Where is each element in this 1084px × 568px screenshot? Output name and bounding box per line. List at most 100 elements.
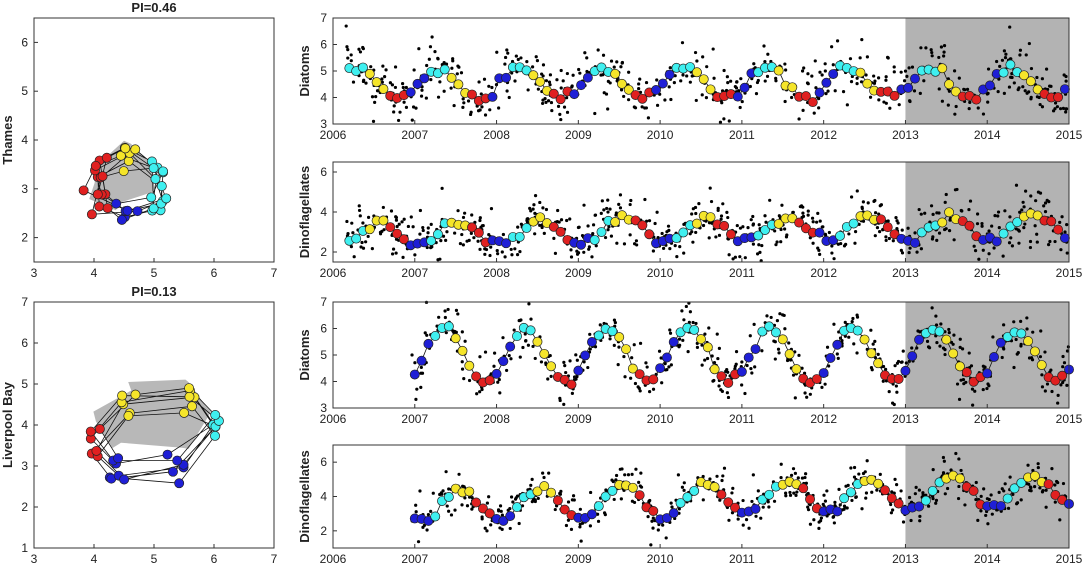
y-tick-label: 7 <box>320 11 327 25</box>
raw-point <box>971 403 975 407</box>
raw-point <box>485 529 489 533</box>
raw-point <box>541 206 545 210</box>
monthly-point <box>950 86 961 97</box>
raw-point <box>449 513 454 517</box>
raw-point <box>970 387 975 391</box>
raw-point <box>619 88 624 92</box>
raw-point <box>827 364 831 368</box>
raw-point <box>669 363 673 367</box>
raw-point <box>761 505 765 509</box>
x-tick-label: 2015 <box>1056 412 1083 426</box>
raw-point <box>682 481 686 485</box>
raw-point <box>1008 215 1012 219</box>
raw-point <box>745 363 749 368</box>
raw-point <box>543 97 547 101</box>
monthly-point <box>634 369 645 380</box>
raw-point <box>759 516 763 520</box>
raw-point <box>414 503 418 507</box>
raw-point <box>439 238 443 243</box>
x-tick-label: 2011 <box>729 128 755 142</box>
raw-point <box>648 498 652 503</box>
raw-point <box>845 506 849 510</box>
raw-point <box>630 472 634 476</box>
raw-point <box>632 343 636 347</box>
raw-point <box>513 79 517 83</box>
raw-point <box>349 245 354 249</box>
monthly-point <box>430 511 441 522</box>
raw-point <box>900 228 904 232</box>
monthly-point <box>882 222 893 233</box>
monthly-point <box>616 78 627 89</box>
raw-point <box>990 512 994 516</box>
raw-point <box>637 82 641 86</box>
raw-point <box>791 467 796 471</box>
monthly-point <box>889 229 900 240</box>
monthly-point <box>416 355 427 366</box>
raw-point <box>792 491 796 495</box>
monthly-point <box>814 227 825 238</box>
raw-point <box>428 45 433 49</box>
raw-point <box>930 54 934 58</box>
raw-point <box>402 100 406 104</box>
raw-point <box>857 472 861 476</box>
raw-point <box>425 333 429 337</box>
raw-point <box>797 353 801 357</box>
y-tick-label: 1 <box>21 541 28 555</box>
raw-point <box>651 526 655 530</box>
state-point <box>92 189 103 200</box>
raw-point <box>509 357 513 361</box>
raw-point <box>711 379 715 383</box>
monthly-point <box>920 495 931 506</box>
raw-point <box>396 118 401 123</box>
monthly-point <box>1059 84 1070 95</box>
x-tick-label: 2015 <box>1056 266 1083 280</box>
state-point <box>94 423 105 434</box>
monthly-point <box>968 376 979 387</box>
raw-point <box>630 499 635 503</box>
raw-point <box>617 202 621 206</box>
raw-point <box>626 473 631 477</box>
monthly-point <box>484 508 495 519</box>
raw-point <box>918 91 922 96</box>
raw-point <box>708 186 712 190</box>
raw-point <box>375 89 380 93</box>
raw-point <box>477 80 481 84</box>
raw-point <box>461 243 465 247</box>
raw-point <box>934 314 938 318</box>
raw-point <box>779 227 783 232</box>
monthly-point <box>832 506 843 517</box>
y-axis-label: Dinoflagellates <box>297 166 312 258</box>
monthly-point <box>450 333 461 344</box>
raw-point <box>443 309 447 313</box>
raw-point <box>1048 239 1052 244</box>
monthly-point <box>644 229 655 240</box>
monthly-point <box>576 239 587 250</box>
raw-point <box>618 193 623 197</box>
raw-point <box>480 387 484 392</box>
raw-point <box>931 468 935 472</box>
raw-point <box>481 223 485 228</box>
raw-point <box>528 206 532 210</box>
raw-point <box>860 38 864 42</box>
y-tick-label: 6 <box>320 38 327 52</box>
raw-point <box>569 255 574 259</box>
raw-point <box>895 226 899 231</box>
raw-point <box>618 206 623 210</box>
raw-point <box>944 227 948 231</box>
monthly-point <box>430 331 441 341</box>
raw-point <box>1064 107 1068 111</box>
raw-point <box>535 59 540 63</box>
raw-point <box>831 63 835 67</box>
monthly-point <box>364 68 375 79</box>
raw-point <box>1006 506 1011 510</box>
monthly-point <box>698 74 709 85</box>
y-tick-label: 6 <box>320 322 327 336</box>
raw-point <box>794 493 798 497</box>
raw-point <box>515 253 520 257</box>
monthly-point <box>723 497 734 508</box>
state-point <box>102 203 113 214</box>
raw-point <box>839 241 843 246</box>
raw-point <box>461 97 465 101</box>
raw-point <box>1031 330 1035 334</box>
